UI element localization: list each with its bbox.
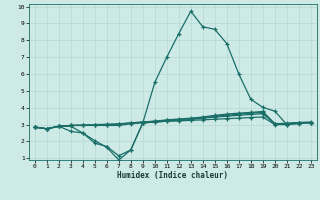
X-axis label: Humidex (Indice chaleur): Humidex (Indice chaleur) bbox=[117, 171, 228, 180]
